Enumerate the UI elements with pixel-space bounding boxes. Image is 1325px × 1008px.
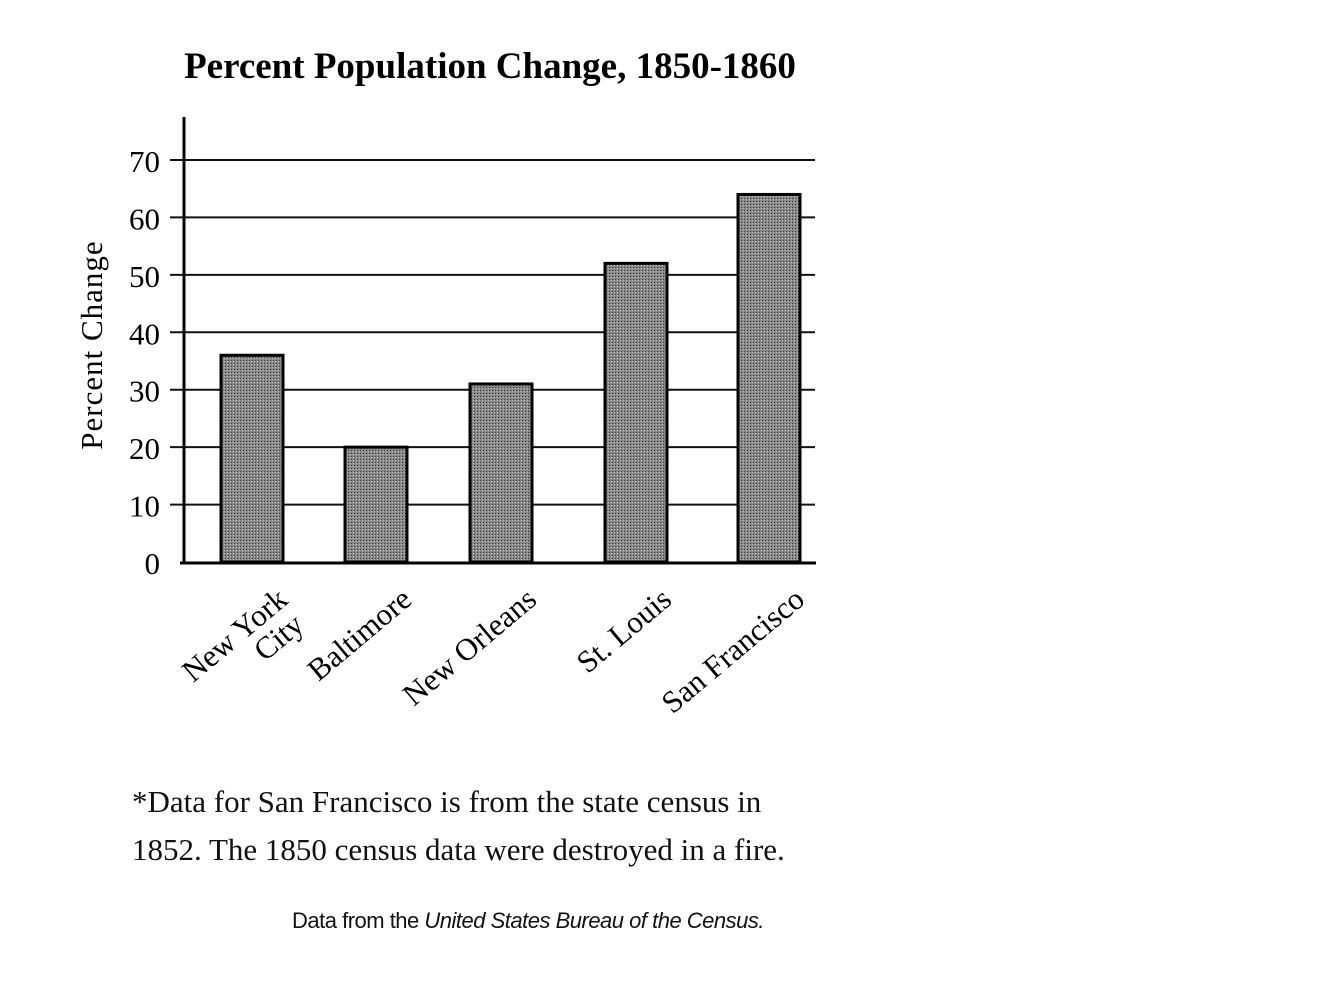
y-tick-label: 30 <box>129 374 160 409</box>
x-tick-label-line: San Francisco <box>655 581 811 720</box>
bar <box>603 261 669 564</box>
source-credit: Data from the United States Bureau of th… <box>292 908 764 934</box>
x-tick-label-line: New Orleans <box>396 581 543 712</box>
y-tick-label: 10 <box>129 489 160 524</box>
footnote: *Data for San Francisco is from the stat… <box>132 778 852 874</box>
y-tick-label: 0 <box>145 546 161 581</box>
x-tick-label-line: St. Louis <box>570 581 678 680</box>
x-tick-label: St. Louis <box>570 581 678 680</box>
footnote-line-2: 1852. The 1850 census data were destroye… <box>132 832 785 867</box>
x-tick-label-line: Baltimore <box>300 581 417 688</box>
x-tick-label: San Francisco <box>655 581 811 720</box>
footnote-line-1: *Data for San Francisco is from the stat… <box>132 784 762 819</box>
bar <box>343 445 409 564</box>
bar <box>468 382 534 564</box>
bar <box>736 192 802 564</box>
y-tick-label: 60 <box>129 201 160 236</box>
chart-title: Percent Population Change, 1850-1860 <box>184 46 796 87</box>
x-tick-label: New Orleans <box>396 581 543 712</box>
source-prefix: Data from the <box>292 908 425 933</box>
source-name: United States Bureau of the Census. <box>424 908 764 933</box>
y-tick-label: 50 <box>129 259 160 294</box>
y-axis-label: Percent Change <box>74 240 109 449</box>
x-tick-label: Baltimore <box>300 581 417 688</box>
y-tick-label: 70 <box>129 144 160 179</box>
bar <box>219 353 285 564</box>
y-tick-label: 20 <box>129 431 160 466</box>
y-tick-label: 40 <box>129 316 160 351</box>
